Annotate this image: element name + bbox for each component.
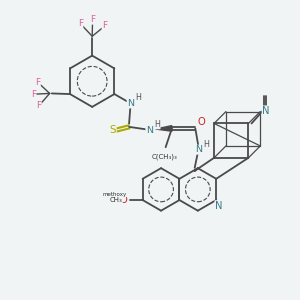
Text: S: S: [110, 125, 116, 135]
Text: CH₃: CH₃: [110, 197, 122, 203]
Text: H: H: [203, 140, 209, 148]
Polygon shape: [156, 126, 172, 131]
Text: N: N: [127, 99, 134, 108]
Text: F: F: [35, 78, 40, 87]
Text: F: F: [78, 19, 83, 28]
Text: N: N: [195, 145, 202, 154]
Text: N: N: [262, 106, 270, 116]
Text: N: N: [146, 125, 153, 134]
Text: N: N: [215, 201, 223, 211]
Text: O: O: [198, 117, 206, 127]
Text: H: H: [154, 120, 160, 129]
Text: F: F: [31, 90, 36, 99]
Text: H: H: [136, 93, 141, 102]
Text: O: O: [119, 195, 127, 205]
Text: C(CH₃)₃: C(CH₃)₃: [151, 154, 177, 160]
Text: F: F: [90, 15, 95, 24]
Text: methoxy: methoxy: [102, 192, 127, 197]
Text: F: F: [102, 21, 107, 30]
Text: F: F: [36, 101, 41, 110]
